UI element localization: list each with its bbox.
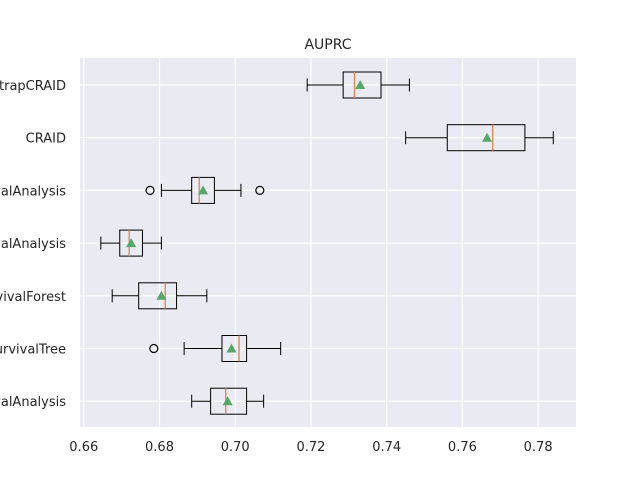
box-group [149,335,282,362]
x-tick-label: 0.72 [296,440,325,455]
iqr-box [342,71,382,99]
boxes [100,71,554,415]
y-tick-label: CoxSurvivalAnalysis [0,237,66,252]
y-tick-label: RandomSurvivalForest [0,290,66,305]
outlier-point [145,185,155,195]
x-tick-label: 0.76 [448,440,477,455]
outlier-point [149,343,159,354]
box-group [145,176,265,204]
chart-title: AUPRC [304,37,351,53]
y-tick-label: CRAID [26,132,66,147]
mean-marker [156,290,167,300]
mean-marker [126,238,137,248]
mean-marker [355,80,366,89]
x-tick-label: 0.70 [221,440,250,455]
iqr-box [210,387,248,415]
y-tick-label: DeepSurvivalAnalysis [0,395,66,410]
mean-marker [226,343,237,353]
y-tick-label: SurvivalTree [0,343,66,358]
mean-marker [222,396,233,406]
box-group [306,71,410,99]
x-tick-label: 0.74 [372,440,401,455]
box-group [405,124,554,152]
iqr-box [138,282,178,310]
x-tick-label: 0.78 [524,440,553,455]
y-tick-labels: BootstrapCRAID CRAID RandomSurvivalAnalysi… [0,79,66,410]
iqr-box [221,335,248,362]
mean-marker [482,132,493,142]
iqr-box [119,229,143,257]
iqr-box [446,124,526,152]
x-tick-label: 0.66 [69,440,98,455]
x-tick-labels: 0.66 0.68 0.70 0.72 0.74 0.76 0.78 [69,440,552,455]
outlier-point [255,185,265,195]
mean-marker [198,185,209,195]
box-group [100,229,162,257]
x-tick-label: 0.68 [145,440,174,455]
box-group [111,282,208,310]
grid-lines [80,58,576,427]
y-tick-label: RandomSurvivalAnalysis [0,184,66,199]
y-tick-label: BootstrapCRAID [0,79,66,94]
iqr-box [191,176,215,204]
box-group [191,387,265,415]
